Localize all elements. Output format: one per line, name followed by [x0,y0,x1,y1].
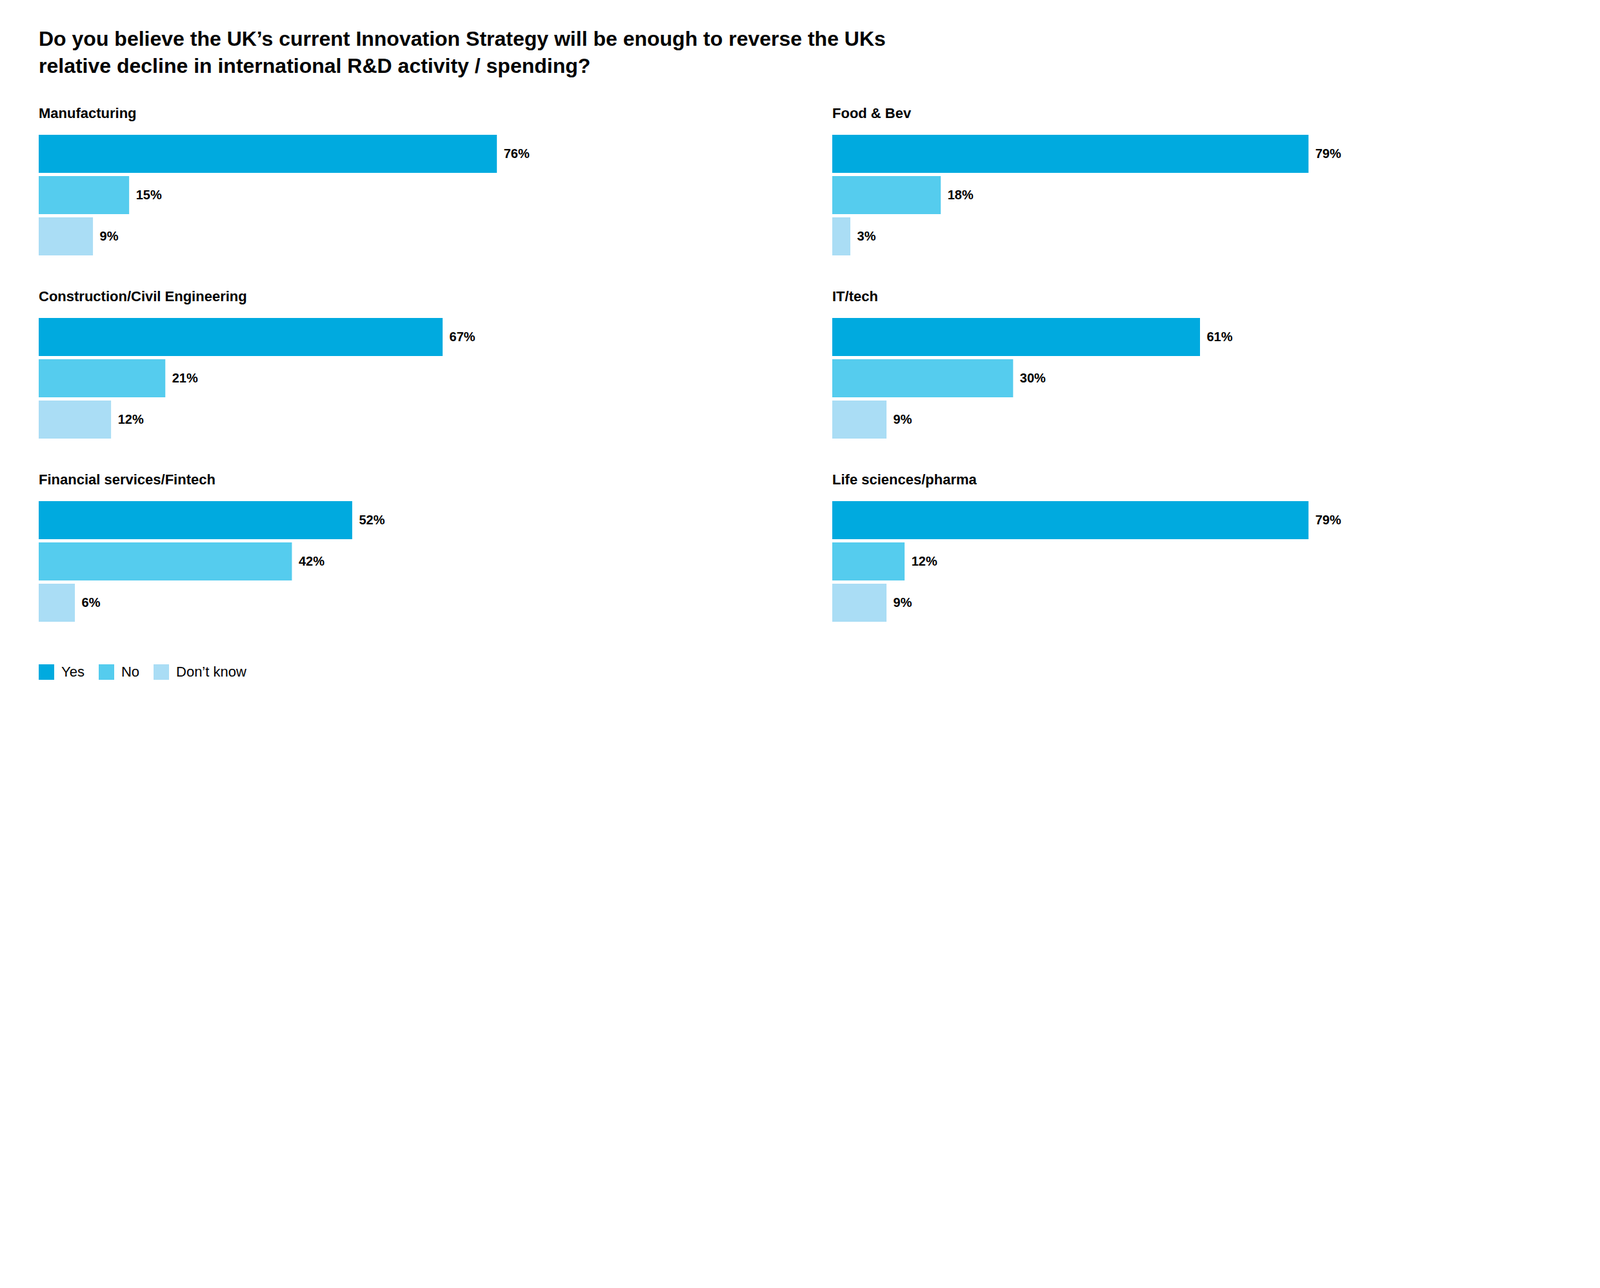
svg-text:9%: 9% [893,412,913,428]
svg-text:9%: 9% [893,596,913,611]
svg-text:61%: 61% [1207,330,1233,345]
svg-text:18%: 18% [947,188,974,203]
svg-text:42%: 42% [298,554,325,570]
svg-text:15%: 15% [136,188,162,203]
html-text:Do you believe the UK’s curren: Do you believe the UK’s current Innovati… [38,27,886,51]
html-text:Financial services/Fintech: Financial services/Fintech [38,471,216,488]
svg-text:12%: 12% [118,412,144,428]
svg-text:79%: 79% [1315,513,1342,528]
html-text:Yes: Yes [61,663,85,680]
html-text:Life sciences/pharma: Life sciences/pharma [832,471,977,488]
svg-text:12%: 12% [911,554,938,570]
html-text:IT/tech: IT/tech [832,288,878,305]
html-text:No: No [121,663,140,680]
svg-text:52%: 52% [358,513,385,528]
svg-text:21%: 21% [172,371,199,386]
svg-text:30%: 30% [1020,371,1046,386]
svg-text:67%: 67% [449,330,476,345]
html-text:Don’t know: Don’t know [176,663,247,680]
svg-text:6%: 6% [81,596,101,611]
html-text:Construction/Civil Engineering: Construction/Civil Engineering [38,288,247,305]
svg-text:9%: 9% [100,229,119,244]
html-text:relative decline in internatio: relative decline in international R&D ac… [38,53,591,78]
html-text:Food & Bev: Food & Bev [832,105,912,122]
svg-text:76%: 76% [503,147,530,162]
svg-text:3%: 3% [857,229,877,244]
html-text:Manufacturing: Manufacturing [38,105,137,122]
svg-text:79%: 79% [1315,147,1342,162]
